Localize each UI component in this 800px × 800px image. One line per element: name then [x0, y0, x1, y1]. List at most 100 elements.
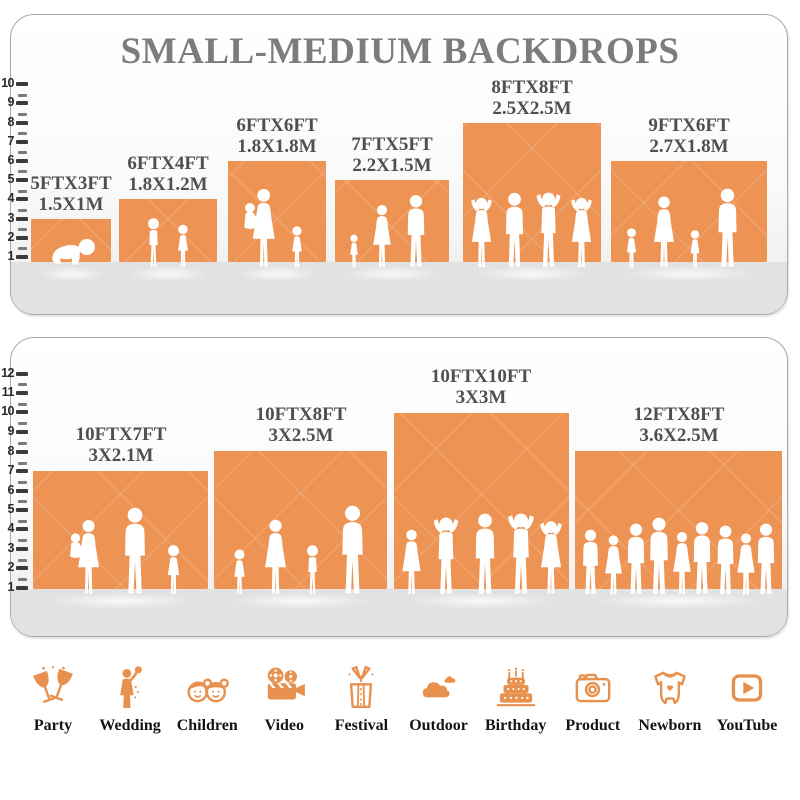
category-label: Wedding	[99, 717, 161, 734]
size-ft: 6FTX6FT	[236, 115, 318, 136]
ruler-minor-tick	[18, 209, 27, 212]
outdoor-icon	[422, 676, 455, 698]
size-label-10x8ft: 10FTX8FT 3X2.5M	[256, 404, 347, 446]
ruler-minor-tick	[18, 170, 27, 173]
backdrop-bar-5x3ft	[31, 219, 111, 282]
ruler-minor-tick	[18, 500, 27, 503]
category-label: Birthday	[484, 717, 547, 734]
tick-label: 8	[7, 115, 15, 129]
silhouette-five-adults	[402, 513, 562, 595]
ruler-minor-tick	[18, 539, 27, 542]
category-label: Newborn	[638, 717, 702, 734]
tick-label: 12	[1, 366, 14, 380]
size-m: 2.5X2.5M	[492, 98, 572, 119]
festival-icon	[348, 665, 374, 708]
category-label: Video	[264, 717, 305, 734]
ruler-minor-tick	[18, 578, 27, 581]
silhouette-crowd	[583, 517, 775, 595]
size-m: 1.8X1.8M	[237, 136, 317, 157]
ruler-minor-tick	[18, 383, 27, 386]
panel-medium-large: 12 11 10 9 8 7 6 5 4 3 2 1	[1, 337, 788, 637]
category-label: Festival	[334, 717, 389, 734]
category-label: YouTube	[716, 717, 778, 734]
category-children: Children	[170, 664, 244, 735]
size-ft: 7FTX5FT	[351, 134, 433, 155]
ruler-minor-tick	[18, 228, 27, 231]
tick-label: 4	[7, 191, 15, 205]
size-m: 3X3M	[455, 387, 507, 408]
size-ft: 10FTX10FT	[430, 366, 532, 387]
tick-label: 10	[1, 76, 14, 90]
silhouette-four-adults	[471, 192, 592, 268]
size-ft: 12FTX8FT	[633, 404, 725, 425]
youtube-icon	[731, 674, 763, 702]
newborn-icon	[654, 671, 686, 705]
tick-label: 9	[7, 95, 15, 109]
backdrop-bar-7x5ft	[335, 180, 449, 282]
tick-label: 10	[1, 404, 14, 418]
size-m: 2.7X1.8M	[649, 136, 729, 157]
category-label: Party	[33, 717, 73, 734]
size-m: 1.8X1.2M	[128, 174, 208, 195]
category-label: Children	[176, 717, 238, 734]
size-label-10x7ft: 10FTX7FT 3X2.1M	[76, 424, 167, 466]
size-ft: 6FTX4FT	[127, 153, 209, 174]
size-ft: 10FTX7FT	[75, 424, 167, 445]
category-wedding: Wedding	[93, 664, 167, 735]
ruler-minor-tick	[18, 132, 27, 135]
tick-label: 5	[7, 502, 15, 516]
tick-label: 2	[7, 230, 15, 244]
size-label-10x10ft: 10FTX10FT 3X3M	[431, 366, 531, 408]
tick-label: 8	[7, 444, 15, 458]
silhouette-toddler-woman-man	[350, 195, 425, 268]
size-ft: 9FTX6FT	[648, 115, 730, 136]
category-label: Product	[565, 717, 621, 734]
ruler-minor-tick	[18, 113, 27, 116]
silhouette-family-holding-hands	[234, 505, 363, 594]
category-product: Product	[556, 664, 630, 735]
tick-label: 7	[7, 463, 15, 477]
size-label-9x6ft: 9FTX6FT 2.7X1.8M	[648, 115, 729, 157]
size-label-12x8ft: 12FTX8FT 3.6X2.5M	[634, 404, 725, 446]
tick-label: 9	[7, 424, 15, 438]
product-icon	[575, 673, 611, 703]
tick-label: 1	[7, 580, 15, 594]
ruler-minor-tick	[18, 151, 27, 154]
tick-label: 4	[7, 521, 15, 535]
silhouette-family-of-four	[626, 188, 737, 268]
tick-label: 3	[7, 541, 15, 555]
category-birthday: Birthday	[479, 664, 553, 735]
tick-label: 2	[7, 560, 15, 574]
size-ft: 8FTX8FT	[491, 77, 573, 98]
category-newborn: Newborn	[633, 664, 707, 735]
ruler-minor-tick	[18, 442, 27, 445]
silhouette-crawling-baby	[52, 238, 95, 265]
category-festival: Festival	[324, 664, 398, 735]
ruler-minor-tick	[18, 190, 27, 193]
tick-label: 3	[7, 211, 15, 225]
category-party: Party	[16, 664, 90, 735]
tick-label: 11	[1, 385, 15, 399]
backdrop-bar-10x10ft	[394, 413, 569, 609]
category-row: Party Wedding	[16, 664, 784, 735]
ruler-minor-tick	[18, 559, 27, 562]
backdrop-bar-6x6ft	[228, 161, 326, 282]
wedding-icon	[120, 666, 143, 708]
backdrop-bar-10x8ft	[214, 451, 387, 609]
size-ft: 5FTX3FT	[30, 173, 112, 194]
category-video: Video	[247, 664, 321, 735]
backdrop-bar-12x8ft	[575, 451, 782, 609]
birthday-icon	[496, 667, 535, 707]
size-m: 2.2X1.5M	[352, 155, 432, 176]
size-m: 3.6X2.5M	[639, 425, 719, 446]
category-youtube: YouTube	[710, 664, 784, 735]
ruler-feet-bottom: 12 11 10 9 8 7 6 5 4 3 2 1	[1, 338, 33, 636]
tick-label: 7	[7, 134, 15, 148]
page-title: SMALL-MEDIUM BACKDROPS	[120, 31, 680, 72]
backdrop-bar-6x4ft	[119, 199, 217, 282]
silhouette-boy-girl	[148, 218, 188, 267]
ruler-minor-tick	[18, 403, 27, 406]
ruler-minor-tick	[18, 422, 27, 425]
silhouette-mother-man-girl	[70, 507, 180, 594]
